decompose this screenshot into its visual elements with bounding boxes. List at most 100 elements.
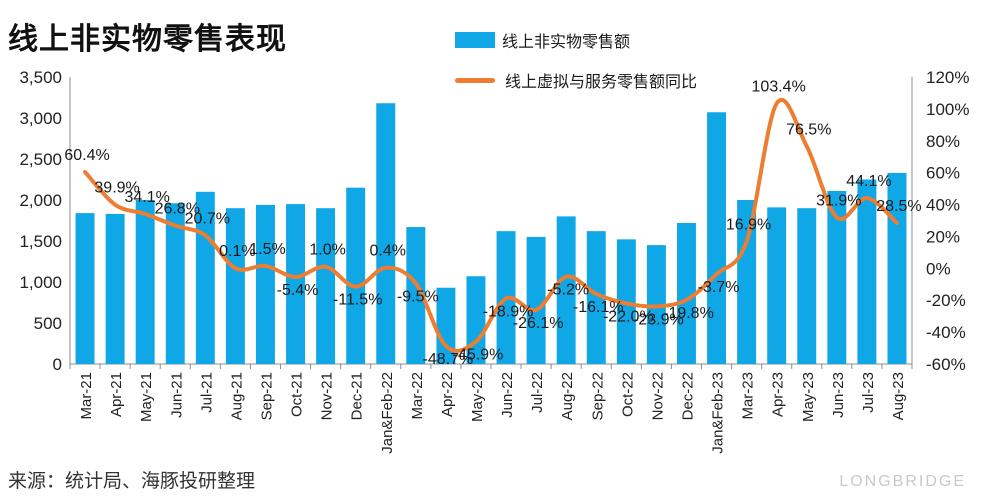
line-data-label: 28.5% xyxy=(876,198,921,215)
x-tick-label: Nov-21 xyxy=(319,372,336,420)
bar xyxy=(556,216,576,364)
chart-title: 线上非实物零售表现 xyxy=(8,22,287,57)
line-data-label: -5.4% xyxy=(277,282,319,299)
line-data-label: 0.1% xyxy=(219,243,255,260)
y-left-tick-label: 3,500 xyxy=(19,68,62,87)
y-right-tick-label: 40% xyxy=(926,196,960,215)
x-tick-label: Jan&Feb-22 xyxy=(379,372,396,454)
bar xyxy=(737,200,757,364)
y-right-tick-label: -20% xyxy=(926,291,966,310)
bar xyxy=(346,187,366,364)
line-data-label: -18.9% xyxy=(483,303,534,320)
bar xyxy=(436,287,456,364)
line-data-label: 31.9% xyxy=(816,192,861,209)
line-data-label: -16.1% xyxy=(573,299,624,316)
bar xyxy=(135,200,155,364)
line-data-label: 16.9% xyxy=(726,216,771,233)
watermark-logo: LONGBRIDGE xyxy=(839,473,966,490)
bar xyxy=(75,213,95,364)
yoy-line xyxy=(83,98,899,353)
x-tick-label: Nov-22 xyxy=(649,372,666,420)
bar xyxy=(286,204,306,364)
x-tick-label: May-22 xyxy=(469,372,486,422)
source-note: 来源：统计局、海豚投研整理 xyxy=(8,471,256,492)
bar xyxy=(406,227,426,364)
x-tick-label: Jul-22 xyxy=(529,372,546,413)
y-right-tick-label: 80% xyxy=(926,132,960,151)
bar xyxy=(225,208,245,364)
legend-label-bar: 线上非实物零售额 xyxy=(502,34,631,51)
y-right-tick-label: 120% xyxy=(926,68,969,87)
y-right-tick-label: 20% xyxy=(926,227,960,246)
line-data-label: -11.5% xyxy=(333,292,383,309)
bar xyxy=(676,222,696,364)
y-left-tick-label: 2,000 xyxy=(19,191,62,210)
line-data-label: 1.0% xyxy=(309,242,345,259)
y-left-tick-label: 2,500 xyxy=(19,150,62,169)
x-tick-label: Apr-22 xyxy=(439,372,456,417)
x-tick-label: May-23 xyxy=(800,372,817,422)
bar xyxy=(255,204,275,364)
line-data-label: 26.8% xyxy=(155,201,200,218)
line-data-label: -48.7% xyxy=(423,351,474,368)
line-data-label: 76.5% xyxy=(786,121,831,138)
x-tick-label: Oct-21 xyxy=(289,372,306,417)
x-tick-label: Dec-22 xyxy=(679,372,696,420)
bar xyxy=(586,231,606,364)
line-data-label: -9.5% xyxy=(397,288,439,305)
x-tick-label: Mar-23 xyxy=(740,372,757,420)
x-tick-label: Aug-21 xyxy=(228,372,245,420)
line-data-label: 103.4% xyxy=(752,78,806,95)
bar xyxy=(105,213,125,364)
bar xyxy=(376,103,396,365)
bar xyxy=(466,276,486,364)
y-left-tick-label: 500 xyxy=(34,314,62,333)
chart-legend: 线上非实物零售额 线上虚拟与服务零售额同比 xyxy=(455,28,697,108)
x-tick-label: Aug-22 xyxy=(559,372,576,420)
x-tick-label: Jan&Feb-23 xyxy=(710,372,727,454)
legend-swatch-bar xyxy=(455,32,495,48)
line-data-label: 34.1% xyxy=(124,189,169,206)
y-right-tick-label: 60% xyxy=(926,164,960,183)
line-data-label: 0.4% xyxy=(370,243,406,260)
y-left-tick-label: 0 xyxy=(53,355,62,374)
x-tick-label: Apr-21 xyxy=(108,372,125,417)
line-data-label: -23.9% xyxy=(633,311,684,328)
x-tick-label: Apr-23 xyxy=(770,372,787,417)
legend-swatch-line xyxy=(455,77,495,83)
line-data-label: 60.4% xyxy=(64,147,109,164)
x-tick-label: May-21 xyxy=(138,372,155,422)
line-data-label: -19.8% xyxy=(663,305,714,322)
line-data-label: 39.9% xyxy=(94,180,139,197)
line-data-label: -22.0% xyxy=(603,308,654,325)
bar xyxy=(526,236,546,364)
line-data-label: -26.1% xyxy=(513,315,564,332)
bar xyxy=(316,208,336,364)
x-tick-label: Mar-22 xyxy=(409,372,426,420)
x-tick-label: Jun-22 xyxy=(499,372,516,418)
bar xyxy=(767,207,787,364)
bar xyxy=(827,190,847,364)
x-tick-label: Jun-23 xyxy=(830,372,847,418)
legend-item-bar: 线上非实物零售额 xyxy=(455,28,697,52)
line-data-label: 1.5% xyxy=(249,241,285,258)
y-left-tick-label: 1,000 xyxy=(19,273,62,292)
y-right-tick-label: -40% xyxy=(926,323,966,342)
y-right-tick-label: -60% xyxy=(926,355,966,374)
line-data-label: 44.1% xyxy=(846,173,891,190)
legend-label-line: 线上虚拟与服务零售额同比 xyxy=(505,74,698,91)
line-data-label: -45.9% xyxy=(453,347,504,364)
bar xyxy=(857,179,877,364)
x-tick-label: Sep-22 xyxy=(589,372,606,420)
x-tick-label: Dec-21 xyxy=(349,372,366,420)
y-right-tick-label: 0% xyxy=(926,259,951,278)
y-right-tick-label: 100% xyxy=(926,100,969,119)
y-left-tick-label: 1,500 xyxy=(19,232,62,251)
bar xyxy=(707,112,727,364)
x-tick-label: Jun-21 xyxy=(168,372,185,418)
line-data-label: -3.7% xyxy=(698,279,740,296)
bar xyxy=(797,208,817,364)
line-data-label: -5.2% xyxy=(547,282,589,299)
bar xyxy=(165,203,185,364)
x-tick-label: Jul-21 xyxy=(198,372,215,413)
